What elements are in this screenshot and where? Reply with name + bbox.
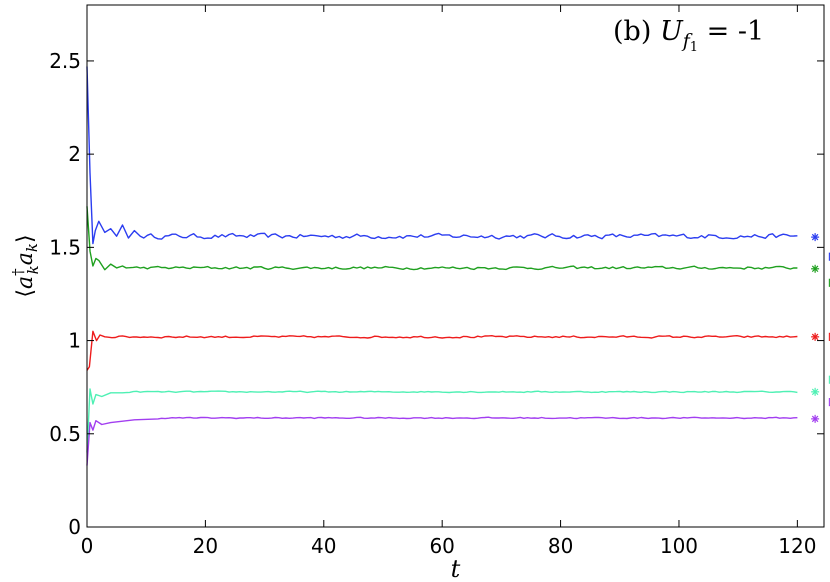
y-tick-label: 0.5: [49, 422, 81, 446]
x-tick-label: 120: [778, 534, 816, 558]
y-tick-label: 2: [68, 142, 81, 166]
y-tick-label: 1.5: [49, 235, 81, 259]
axis-ticks: 0 20 40 60 80 100 120 0 0.5 1 1.5 2 2.5: [49, 5, 824, 558]
series-line-3: [86, 330, 798, 371]
x-tick-label: 0: [81, 534, 94, 558]
series-line-1: [86, 66, 798, 245]
y-tick-label: 1: [68, 329, 81, 353]
square-marker-3: [828, 332, 830, 341]
x-tick-label: 80: [548, 534, 573, 558]
x-axis-label: t: [451, 555, 461, 582]
star-marker-1: [811, 233, 820, 242]
square-marker-1: [828, 252, 830, 261]
star-marker-3: [811, 332, 820, 341]
star-marker-5: [811, 414, 820, 423]
x-tick-label: 60: [429, 534, 454, 558]
series-line-4: [86, 388, 798, 453]
series-line-2: [86, 206, 798, 271]
star-marker-4: [811, 387, 820, 396]
square-marker-2: [828, 278, 830, 287]
y-axis-label: ⟨a†kak⟩: [9, 234, 42, 297]
series-line-5: [86, 416, 798, 466]
square-marker-4: [828, 375, 830, 384]
star-marker-2: [811, 264, 820, 273]
panel-annotation: (b) Uf1 = -1: [613, 16, 764, 55]
x-tick-label: 40: [311, 534, 336, 558]
square-marker-5: [828, 398, 830, 407]
plot-area: [86, 66, 830, 466]
x-tick-label: 20: [193, 534, 218, 558]
y-tick-label: 2.5: [49, 49, 81, 73]
y-tick-label: 0: [68, 515, 81, 539]
x-tick-label: 100: [660, 534, 698, 558]
plot-frame: [86, 4, 825, 528]
